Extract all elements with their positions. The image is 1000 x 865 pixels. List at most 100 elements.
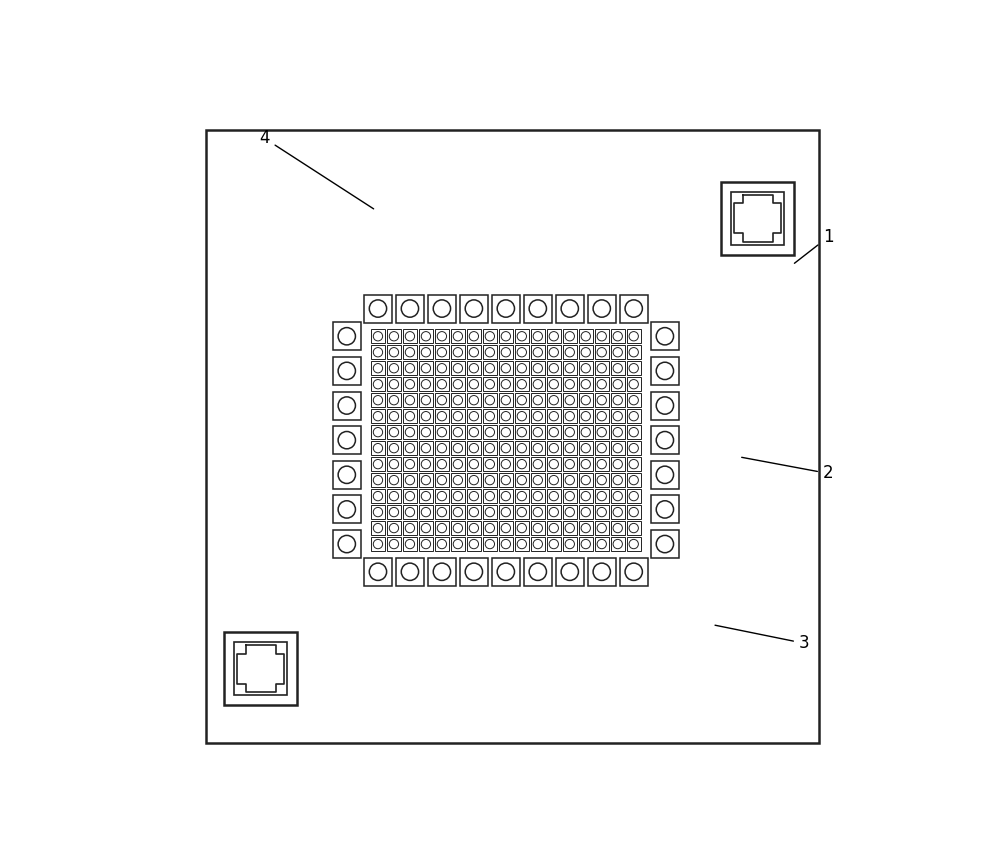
Circle shape [501,476,511,484]
Circle shape [593,563,610,580]
Bar [499,489,513,503]
Bar [531,537,545,551]
Bar [467,426,481,439]
Bar [563,457,577,471]
Circle shape [549,380,558,389]
Bar [387,473,401,487]
Circle shape [629,540,638,548]
Circle shape [421,363,431,373]
Bar [531,409,545,423]
Bar [515,521,529,535]
Bar [396,558,424,586]
Bar [451,521,465,535]
Circle shape [421,444,431,452]
Circle shape [373,523,383,533]
Bar [483,377,497,391]
Circle shape [613,523,622,533]
Circle shape [465,300,483,317]
Bar [435,345,449,359]
Circle shape [437,476,447,484]
Bar [651,530,679,558]
Bar [364,558,392,586]
Circle shape [613,348,622,357]
Bar [403,441,417,455]
Bar [579,521,593,535]
Circle shape [561,300,578,317]
Circle shape [629,459,638,469]
Circle shape [485,508,495,516]
Circle shape [373,380,383,389]
Circle shape [373,395,383,405]
Bar [333,323,361,350]
Circle shape [453,459,463,469]
Bar [547,426,561,439]
Circle shape [389,459,399,469]
Bar [419,457,433,471]
Bar [524,558,552,586]
Bar [579,426,593,439]
Circle shape [469,540,479,548]
Bar [387,489,401,503]
Circle shape [597,508,606,516]
Bar [611,345,625,359]
Circle shape [389,348,399,357]
Circle shape [629,412,638,421]
Circle shape [533,459,542,469]
Bar [627,473,641,487]
Circle shape [597,459,606,469]
Bar [371,441,385,455]
Bar [435,362,449,375]
Bar [595,521,609,535]
Circle shape [597,523,606,533]
Circle shape [629,476,638,484]
Bar [451,345,465,359]
Bar [556,295,584,323]
Bar [515,345,529,359]
Circle shape [405,459,415,469]
Bar [428,295,456,323]
Bar [435,457,449,471]
Bar [364,295,392,323]
Circle shape [437,508,447,516]
Circle shape [533,476,542,484]
Circle shape [433,300,451,317]
Bar [435,505,449,519]
Circle shape [656,501,674,518]
Circle shape [485,395,495,405]
Bar [483,362,497,375]
Circle shape [437,444,447,452]
Circle shape [469,427,479,437]
Bar [611,521,625,535]
Bar [499,505,513,519]
Bar [595,426,609,439]
Bar [721,182,794,255]
Circle shape [373,363,383,373]
Circle shape [581,523,590,533]
Bar [515,394,529,407]
Circle shape [549,540,558,548]
Circle shape [613,444,622,452]
Circle shape [501,459,511,469]
Circle shape [533,508,542,516]
Circle shape [485,412,495,421]
Circle shape [389,380,399,389]
Bar [595,377,609,391]
Bar [531,489,545,503]
Bar [483,505,497,519]
Bar [595,537,609,551]
Circle shape [501,348,511,357]
Bar [515,489,529,503]
Circle shape [338,362,355,380]
Circle shape [437,395,447,405]
Bar [563,489,577,503]
Bar [627,394,641,407]
Circle shape [517,508,526,516]
Circle shape [629,508,638,516]
Circle shape [529,563,546,580]
Circle shape [469,363,479,373]
Circle shape [549,444,558,452]
Circle shape [656,535,674,553]
Circle shape [581,395,590,405]
Circle shape [437,523,447,533]
Bar [483,345,497,359]
